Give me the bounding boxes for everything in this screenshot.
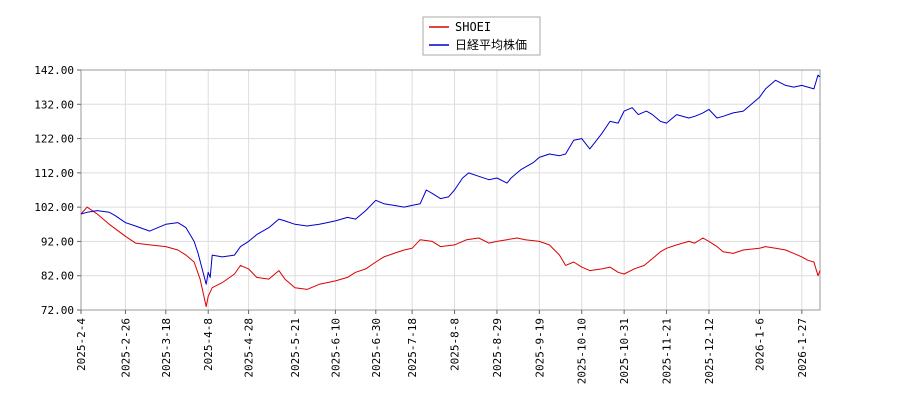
- series-line-shoei: [80, 206, 821, 308]
- y-tick-label: 82.00: [41, 270, 74, 283]
- y-tick-label: 122.00: [34, 133, 74, 146]
- x-tick-label: 2025-9-19: [533, 318, 546, 378]
- plot-area-frame: [80, 69, 821, 311]
- x-tick-label: 2025-7-18: [406, 318, 419, 378]
- legend-label-nikkei: 日経平均株価: [455, 37, 527, 52]
- y-tick-label: 132.00: [34, 98, 74, 111]
- y-tick-label: 72.00: [41, 304, 74, 317]
- x-tick-label: 2025-8-29: [491, 318, 504, 378]
- y-tick-label: 112.00: [34, 167, 74, 180]
- legend-label-shoei: SHOEI: [455, 20, 491, 34]
- x-tick-label: 2026-1-27: [796, 318, 809, 378]
- grid-lines: [80, 69, 820, 311]
- legend-box: [422, 16, 541, 56]
- x-tick-label: 2025-8-8: [449, 318, 462, 371]
- y-tick-label: 102.00: [34, 201, 74, 214]
- x-tick-label: 2025-6-10: [329, 318, 342, 378]
- x-tick-label: 2025-6-30: [370, 318, 383, 378]
- x-tick-label: 2025-4-28: [243, 318, 256, 378]
- x-tick-label: 2025-10-31: [618, 318, 631, 384]
- x-tick-label: 2025-3-18: [160, 318, 173, 378]
- y-tick-label: 142.00: [34, 64, 74, 77]
- y-axis: 142.00 132.00 122.00 112.00 102.00 92.00 82.00…: [34, 64, 81, 317]
- series-lines: [80, 74, 821, 308]
- x-tick-label: 2025-5-21: [289, 318, 302, 378]
- x-tick-label: 2025-10-10: [576, 318, 589, 384]
- x-tick-label: 2025-11-21: [661, 318, 674, 384]
- legend: SHOEI 日経平均株価: [422, 16, 541, 56]
- series-line-nikkei: [80, 74, 821, 285]
- y-tick-label: 92.00: [41, 235, 74, 248]
- x-tick-label: 2025-12-12: [703, 318, 716, 384]
- x-tick-label: 2026-1-6: [753, 318, 766, 371]
- x-tick-label: 2025-4-8: [202, 318, 215, 371]
- x-tick-label: 2025-2-4: [75, 318, 88, 371]
- x-axis: 2025-2-4 2025-2-26 2025-3-18 2025-4-8 2025-4…: [75, 310, 809, 384]
- x-tick-label: 2025-2-26: [119, 318, 132, 378]
